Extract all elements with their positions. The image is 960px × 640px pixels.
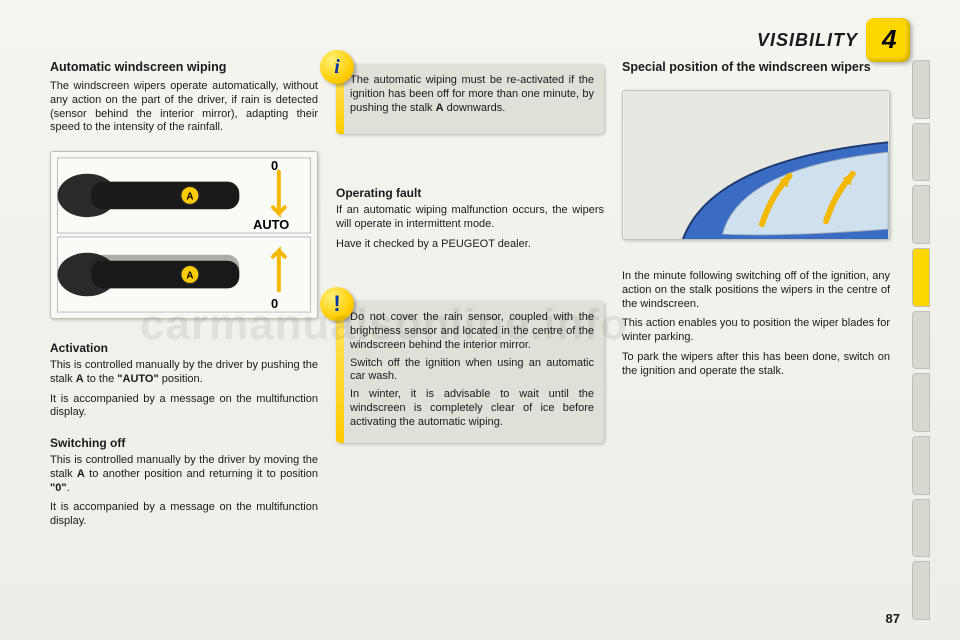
svg-text:AUTO: AUTO (253, 217, 289, 232)
side-tab (912, 185, 930, 244)
side-tab (912, 311, 930, 370)
stalk-illustration: A 0 AUTO A 0 (51, 152, 317, 318)
content-columns: Automatic windscreen wiping The windscre… (50, 60, 890, 535)
text: to the (84, 373, 118, 385)
heading-switching-off: Switching off (50, 436, 318, 450)
warn-p1: Do not cover the rain sensor, coupled wi… (350, 311, 594, 352)
side-tabs (912, 60, 930, 620)
switchoff-p1: This is controlled manually by the drive… (50, 454, 318, 495)
special-p2: This action enables you to position the … (622, 317, 890, 345)
heading-auto-wiping: Automatic windscreen wiping (50, 60, 318, 74)
fault-p1: If an automatic wiping malfunction occur… (336, 204, 604, 232)
heading-activation: Activation (50, 341, 318, 355)
chapter-number: 4 (882, 24, 896, 55)
switchoff-p2: It is accompanied by a message on the mu… (50, 501, 318, 529)
side-tab-active (912, 248, 930, 307)
column-1: Automatic windscreen wiping The windscre… (50, 60, 318, 535)
svg-text:A: A (186, 191, 193, 202)
warn-p2: Switch off the ignition when using an au… (350, 357, 594, 385)
page-header: VISIBILITY 4 (757, 18, 910, 62)
text-bold: "AUTO" (117, 373, 158, 385)
text: to another position and returning it to … (85, 468, 318, 480)
svg-text:0: 0 (271, 158, 278, 173)
warn-p3: In winter, it is advisable to wait until… (350, 388, 594, 429)
page-number: 87 (886, 611, 900, 626)
intro-text: The windscreen wipers operate automatica… (50, 80, 318, 135)
text: position. (159, 373, 203, 385)
column-3: Special position of the windscreen wiper… (622, 60, 890, 535)
side-tab (912, 60, 930, 119)
warning-callout: ! Do not cover the rain sensor, coupled … (336, 301, 604, 443)
info-callout: i The automatic wiping must be re-activa… (336, 64, 604, 134)
text-bold: "0" (50, 482, 67, 494)
text-bold: A (436, 102, 444, 114)
fault-p2: Have it checked by a PEUGEOT dealer. (336, 238, 604, 252)
activation-p2: It is accompanied by a message on the mu… (50, 393, 318, 421)
svg-text:0: 0 (271, 296, 278, 311)
warning-icon: ! (320, 287, 354, 321)
text: downwards. (444, 102, 506, 114)
side-tab (912, 561, 930, 620)
column-2: i The automatic wiping must be re-activa… (336, 60, 604, 535)
heading-special-position: Special position of the windscreen wiper… (622, 60, 890, 74)
heading-operating-fault: Operating fault (336, 186, 604, 200)
manual-page: VISIBILITY 4 Automatic windscreen wiping… (50, 0, 930, 640)
side-tab (912, 499, 930, 558)
windscreen-illustration (623, 91, 889, 239)
activation-p1: This is controlled manually by the drive… (50, 359, 318, 387)
figure-stalk: A 0 AUTO A 0 (50, 151, 318, 319)
special-p1: In the minute following switching off of… (622, 270, 890, 311)
svg-text:A: A (186, 270, 193, 281)
chapter-badge: 4 (866, 18, 910, 62)
special-p3: To park the wipers after this has been d… (622, 351, 890, 379)
side-tab (912, 123, 930, 182)
text-bold: A (77, 468, 85, 480)
section-title: VISIBILITY (757, 30, 858, 51)
figure-windscreen (622, 90, 890, 240)
side-tab (912, 436, 930, 495)
side-tab (912, 373, 930, 432)
info-text: The automatic wiping must be re-activate… (350, 74, 594, 115)
callout-accent-bar (336, 301, 344, 443)
text-bold: A (76, 373, 84, 385)
info-icon: i (320, 50, 354, 84)
text: . (67, 482, 70, 494)
